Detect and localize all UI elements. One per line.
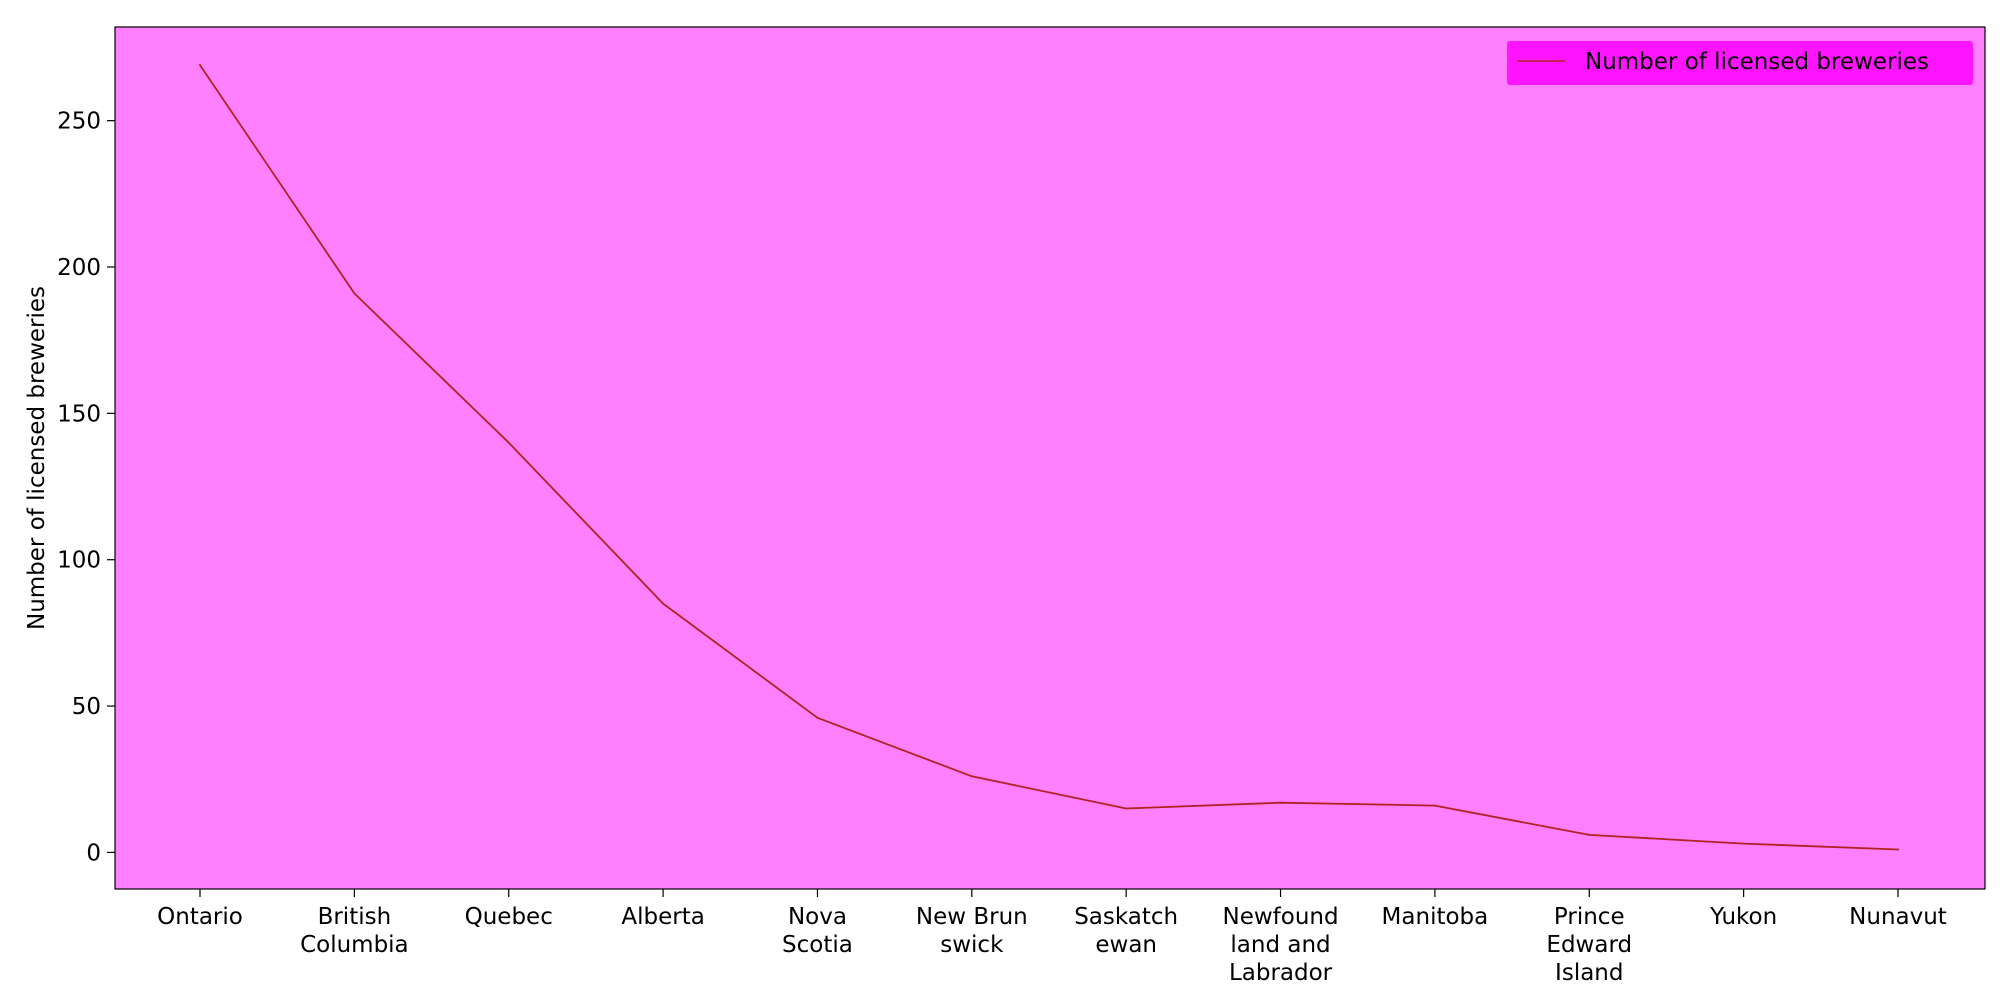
data-point	[662, 602, 665, 605]
x-tick-label: British Columbia	[300, 904, 409, 958]
x-tick-label: Prince Edward Island	[1546, 904, 1632, 986]
data-point	[1279, 801, 1282, 804]
series-layer	[199, 64, 1899, 851]
y-tick-label: 50	[72, 694, 101, 720]
legend-label: Number of licensed breweries	[1585, 49, 1929, 75]
x-tick-label: Quebec	[465, 904, 553, 930]
legend: Number of licensed breweries	[1507, 41, 1973, 85]
x-tick-label: Saskatch ewan	[1074, 904, 1178, 958]
data-point	[970, 775, 973, 778]
x-axis: Ontario British Columbia Quebec Alberta Nova S…	[157, 889, 1947, 986]
x-tick-label: Yukon	[1709, 904, 1777, 930]
data-point	[507, 441, 510, 444]
data-point	[1742, 842, 1745, 845]
x-tick-label: Alberta	[621, 904, 704, 930]
y-tick-label: 200	[57, 255, 101, 281]
y-tick-label: 250	[57, 109, 101, 135]
data-point	[1433, 804, 1436, 807]
x-tick-label: Manitoba	[1382, 904, 1489, 930]
x-tick-label: Newfound land and Labrador	[1222, 904, 1338, 986]
plot-area	[114, 26, 1986, 890]
data-point	[816, 716, 819, 719]
y-tick-label: 100	[57, 548, 101, 574]
x-tick-label: New Brun swick	[916, 904, 1028, 958]
data-point	[199, 64, 201, 67]
legend-box	[1507, 41, 1973, 85]
y-axis-title: Number of licensed breweries	[24, 286, 50, 630]
data-point	[1897, 848, 1899, 851]
series-line	[199, 64, 1899, 851]
x-tick-label: Nova Scotia	[782, 904, 853, 958]
y-tick-label: 150	[57, 401, 101, 427]
data-point	[353, 292, 356, 295]
data-point	[1588, 833, 1591, 836]
x-tick-label: Ontario	[157, 904, 243, 930]
x-tick-label: Nunavut	[1849, 904, 1947, 930]
y-tick-label: 0	[86, 840, 101, 866]
data-point	[1125, 807, 1128, 810]
y-axis: 0 50 100 150 200 250	[57, 109, 115, 866]
